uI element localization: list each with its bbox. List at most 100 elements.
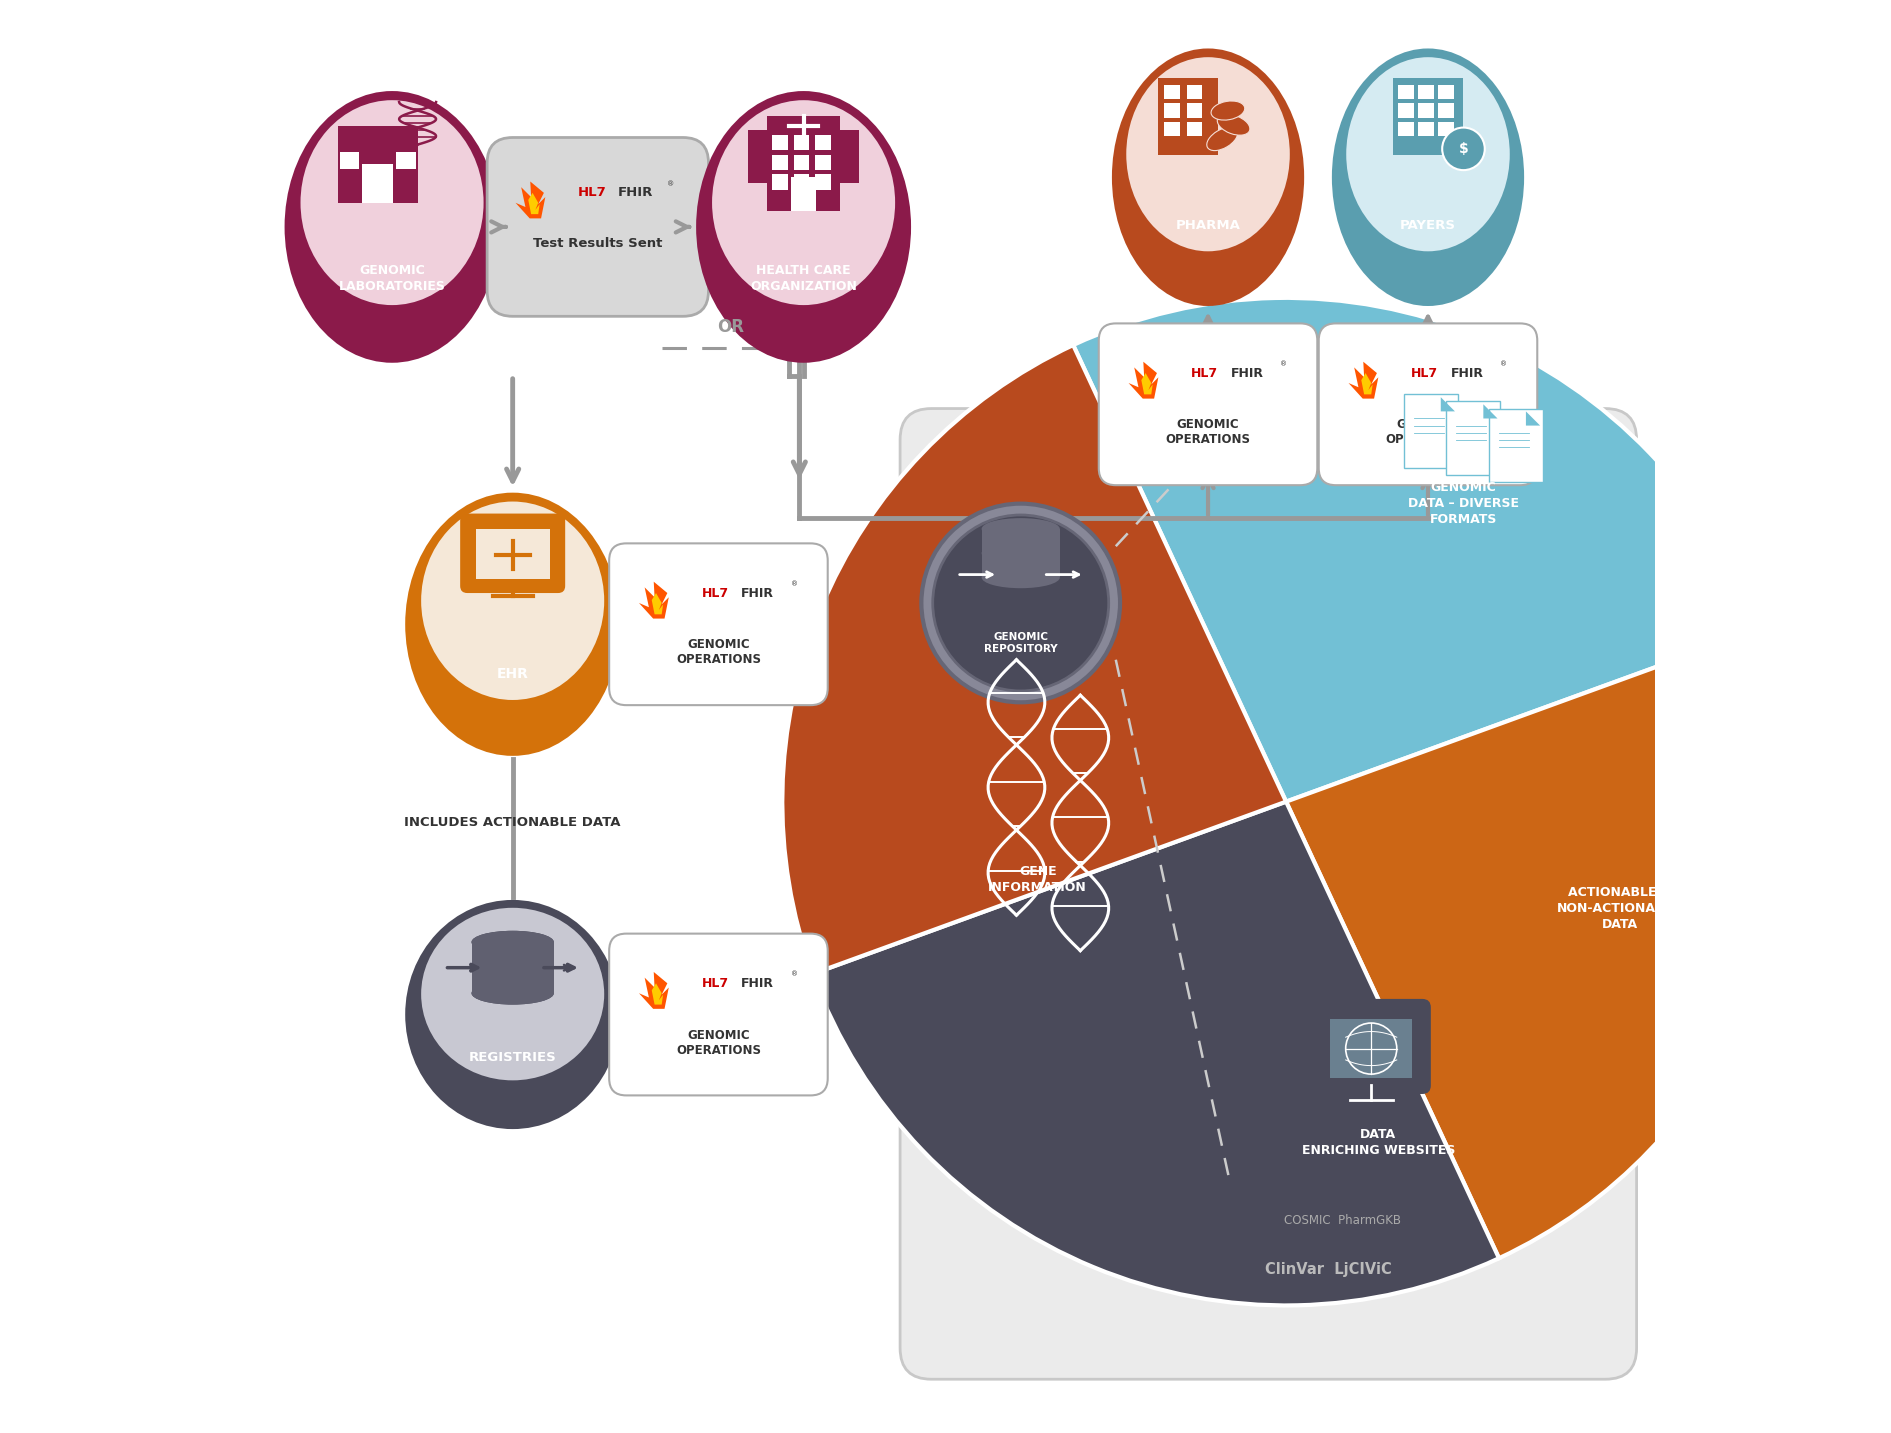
Text: HL7: HL7 [702, 586, 728, 599]
Text: DATA
ENRICHING WEBSITES: DATA ENRICHING WEBSITES [1301, 1128, 1454, 1156]
Text: INCLUDES ACTIONABLE DATA: INCLUDES ACTIONABLE DATA [405, 817, 620, 830]
FancyBboxPatch shape [1312, 999, 1431, 1093]
Ellipse shape [1114, 50, 1303, 305]
Text: ClinVar  ǈCIViC: ClinVar ǈCIViC [1265, 1262, 1392, 1277]
Polygon shape [1483, 404, 1498, 418]
Text: PHARMA: PHARMA [1176, 219, 1240, 232]
Text: FHIR: FHIR [741, 977, 773, 990]
Ellipse shape [471, 931, 554, 953]
Text: GENOMIC
OPERATIONS: GENOMIC OPERATIONS [675, 1029, 760, 1056]
FancyBboxPatch shape [772, 175, 789, 191]
FancyBboxPatch shape [471, 967, 554, 993]
FancyBboxPatch shape [772, 135, 789, 150]
Polygon shape [1348, 361, 1379, 398]
Text: ®: ® [1280, 361, 1288, 367]
Polygon shape [1441, 397, 1454, 411]
FancyBboxPatch shape [1418, 85, 1433, 99]
Ellipse shape [1210, 100, 1244, 120]
FancyBboxPatch shape [1159, 77, 1218, 155]
Ellipse shape [981, 519, 1059, 540]
Circle shape [1443, 128, 1484, 171]
Ellipse shape [1617, 810, 1694, 831]
FancyBboxPatch shape [836, 130, 859, 183]
Polygon shape [528, 193, 539, 214]
FancyBboxPatch shape [1437, 85, 1454, 99]
Text: FHIR: FHIR [1450, 367, 1484, 380]
Text: $: $ [1458, 142, 1467, 156]
FancyBboxPatch shape [1397, 122, 1414, 136]
FancyBboxPatch shape [1397, 85, 1414, 99]
FancyBboxPatch shape [488, 138, 709, 317]
FancyBboxPatch shape [1318, 324, 1537, 486]
Text: OR: OR [717, 318, 743, 337]
Polygon shape [652, 983, 664, 1005]
Ellipse shape [1617, 761, 1694, 782]
FancyBboxPatch shape [1188, 103, 1203, 118]
FancyBboxPatch shape [815, 155, 830, 171]
Ellipse shape [471, 956, 554, 979]
Polygon shape [1526, 411, 1539, 426]
Text: EHR: EHR [497, 666, 529, 681]
Text: FHIR: FHIR [741, 586, 773, 599]
Text: ®: ® [668, 182, 675, 188]
FancyBboxPatch shape [981, 553, 1059, 577]
Polygon shape [516, 182, 545, 218]
FancyBboxPatch shape [1437, 103, 1454, 118]
Text: FHIR: FHIR [618, 186, 652, 199]
Ellipse shape [407, 901, 618, 1128]
Text: Test Results Sent: Test Results Sent [533, 238, 662, 251]
FancyBboxPatch shape [1329, 1019, 1413, 1079]
FancyBboxPatch shape [900, 408, 1636, 1379]
FancyBboxPatch shape [1397, 103, 1414, 118]
Polygon shape [1129, 361, 1159, 398]
Text: GENOMIC
DATA – DIVERSE
FORMATS: GENOMIC DATA – DIVERSE FORMATS [1409, 481, 1518, 526]
FancyBboxPatch shape [471, 967, 554, 993]
Text: GENOMIC
OPERATIONS: GENOMIC OPERATIONS [1386, 418, 1471, 447]
Wedge shape [1074, 298, 1759, 801]
Text: PAYERS: PAYERS [1399, 219, 1456, 232]
FancyBboxPatch shape [340, 152, 359, 169]
FancyBboxPatch shape [766, 116, 840, 211]
FancyBboxPatch shape [794, 155, 809, 171]
FancyBboxPatch shape [609, 543, 828, 705]
Text: ®: ® [1500, 361, 1507, 367]
Ellipse shape [1218, 115, 1250, 135]
Circle shape [932, 514, 1108, 691]
Ellipse shape [713, 100, 894, 305]
Circle shape [921, 503, 1119, 702]
Text: GENE
INFORMATION: GENE INFORMATION [989, 866, 1087, 894]
Ellipse shape [471, 931, 554, 953]
Text: GENOMIC
REPOSITORY: GENOMIC REPOSITORY [983, 632, 1057, 653]
FancyBboxPatch shape [609, 934, 828, 1095]
Ellipse shape [422, 502, 605, 699]
FancyBboxPatch shape [1188, 85, 1203, 99]
Text: GENOMIC
OPERATIONS: GENOMIC OPERATIONS [1165, 418, 1250, 447]
Text: HEALTH CARE
ORGANIZATION: HEALTH CARE ORGANIZATION [751, 264, 857, 292]
Ellipse shape [301, 100, 484, 305]
Ellipse shape [471, 982, 554, 1005]
FancyBboxPatch shape [794, 135, 809, 150]
FancyBboxPatch shape [1488, 408, 1543, 483]
Ellipse shape [1127, 57, 1290, 251]
FancyBboxPatch shape [460, 513, 565, 593]
FancyBboxPatch shape [1392, 77, 1464, 155]
Polygon shape [1362, 373, 1373, 394]
Text: HL7: HL7 [1411, 367, 1437, 380]
Ellipse shape [422, 907, 605, 1080]
FancyBboxPatch shape [1165, 122, 1180, 136]
FancyBboxPatch shape [749, 130, 772, 183]
Polygon shape [639, 972, 669, 1009]
FancyBboxPatch shape [1165, 85, 1180, 99]
Text: FHIR: FHIR [1231, 367, 1263, 380]
FancyBboxPatch shape [1403, 394, 1458, 469]
Ellipse shape [286, 92, 499, 361]
FancyBboxPatch shape [1437, 122, 1454, 136]
Ellipse shape [1333, 50, 1522, 305]
FancyBboxPatch shape [477, 529, 550, 579]
FancyBboxPatch shape [1418, 122, 1433, 136]
Ellipse shape [1206, 128, 1239, 150]
FancyBboxPatch shape [815, 175, 830, 191]
Polygon shape [1694, 830, 1715, 870]
FancyBboxPatch shape [363, 165, 393, 203]
FancyBboxPatch shape [1418, 103, 1433, 118]
